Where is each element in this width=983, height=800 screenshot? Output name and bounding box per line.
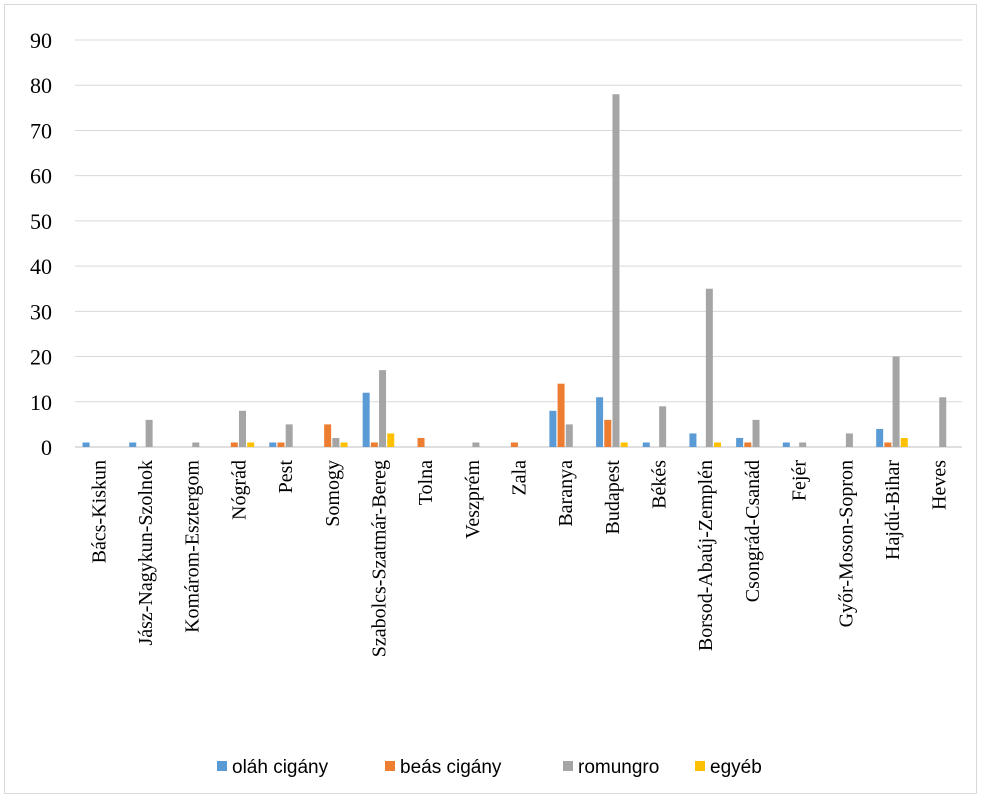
bar: [845, 433, 853, 447]
bar: [362, 392, 370, 447]
x-tick-label: Heves: [929, 460, 951, 510]
y-tick-label: 20: [30, 345, 52, 370]
x-tick-label: Pest: [275, 460, 297, 494]
y-axis-ticks: 0 10 20 30 40 50 60 70 80 90: [30, 28, 52, 460]
x-tick-label: Szabolcs-Szatmár-Bereg: [368, 460, 390, 657]
legend-swatch: [563, 761, 573, 771]
bar: [332, 437, 340, 447]
legend-swatch: [695, 761, 705, 771]
bar: [285, 424, 293, 447]
bar: [596, 397, 604, 447]
chart-frame: [4, 4, 977, 794]
bar: [269, 442, 277, 447]
legend-swatch: [385, 761, 395, 771]
x-tick-label: Borsod-Abaúj-Zemplén: [695, 460, 717, 651]
x-tick-label: Budapest: [602, 460, 624, 535]
legend-label: romungro: [578, 757, 659, 778]
x-tick-label: Fejér: [789, 460, 811, 501]
x-tick-label: Bács-Kiskun: [88, 460, 110, 563]
x-tick-label: Somogy: [322, 460, 344, 527]
legend-label: oláh cigány: [232, 757, 329, 778]
bar: [705, 288, 713, 447]
legend-label: egyéb: [710, 757, 762, 778]
bar: [510, 442, 518, 447]
bar: [324, 424, 332, 447]
bar: [340, 442, 348, 447]
bar: [799, 442, 807, 447]
gridlines: [75, 39, 962, 448]
bar: [230, 442, 238, 447]
legend-swatch: [217, 761, 227, 771]
y-tick-label: 80: [30, 73, 52, 98]
bar: [736, 437, 744, 447]
bar: [892, 356, 900, 447]
bar: [939, 397, 947, 447]
x-tick-label: Veszprém: [462, 460, 484, 539]
x-tick-label: Nógrád: [228, 460, 250, 520]
y-tick-label: 60: [30, 164, 52, 189]
bar: [612, 94, 620, 448]
x-tick-label: Hajdú-Bihar: [882, 460, 904, 560]
bar: [370, 442, 378, 447]
bar: [565, 424, 573, 447]
bar: [557, 383, 565, 447]
x-axis-labels: Bács-Kiskun Jász-Nagykun-Szolnok Komárom-E…: [88, 460, 950, 658]
bar: [192, 442, 200, 447]
y-tick-label: 50: [30, 209, 52, 234]
y-tick-label: 30: [30, 299, 52, 324]
bar: [277, 442, 285, 447]
legend: oláh cigány beás cigány romungro egyéb: [217, 757, 762, 778]
bar: [689, 433, 697, 447]
y-tick-label: 90: [30, 28, 52, 53]
bar: [620, 442, 628, 447]
bar: [387, 433, 395, 447]
bar: [642, 442, 650, 447]
y-tick-label: 10: [30, 390, 52, 415]
bars: [82, 94, 947, 448]
x-tick-label: Baranya: [555, 460, 577, 527]
bar: [472, 442, 480, 447]
x-tick-label: Győr-Moson-Sopron: [835, 460, 857, 627]
bar: [900, 437, 908, 447]
y-tick-label: 0: [41, 435, 52, 460]
bar: [82, 442, 90, 447]
x-tick-label: Csongrád-Csanád: [742, 460, 764, 602]
bar: [129, 442, 137, 447]
bar: [659, 406, 667, 447]
bar: [752, 419, 760, 447]
bar: [247, 442, 255, 447]
x-tick-label: Tolna: [415, 460, 437, 505]
x-tick-label: Jász-Nagykun-Szolnok: [135, 460, 157, 646]
bar: [417, 437, 425, 447]
bar: [604, 419, 612, 447]
x-tick-label: Komárom-Esztergom: [182, 460, 204, 633]
bar: [549, 410, 557, 447]
bar: [238, 410, 246, 447]
y-tick-label: 70: [30, 118, 52, 143]
bar: [744, 442, 752, 447]
bar: [884, 442, 892, 447]
x-tick-label: Békés: [649, 460, 671, 509]
legend-label: beás cigány: [400, 757, 502, 778]
bar: [379, 370, 387, 447]
bar: [876, 428, 884, 447]
bar: [782, 442, 790, 447]
bar: [714, 442, 722, 447]
y-tick-label: 40: [30, 254, 52, 279]
bar: [145, 419, 153, 447]
x-tick-label: Zala: [509, 460, 531, 496]
